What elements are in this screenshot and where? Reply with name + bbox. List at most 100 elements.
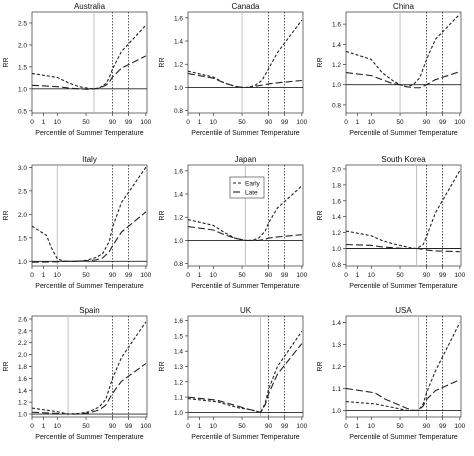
y-axis-label: RR [159,57,166,67]
y-tick-label: 0.8 [174,108,183,115]
panel-canada: Canada 0.8 1.0 1.2 1.4 1.6 0 1 10 50 90 99 100 Percen… [159,2,308,137]
panel-title: Japan [235,155,257,164]
x-tick-label: 50 [238,119,246,126]
panel-south-korea: South Korea 0.8 1.0 1.2 1.4 1.6 1.8 2.0 0 1 10 50 90… [317,155,466,290]
x-tick-label: 1 [42,119,46,126]
x-axis-label: Percentile of Summer Temperature [35,130,144,137]
series-late-line [345,379,461,411]
y-tick-label: 2.0 [18,352,27,359]
y-tick-label: 1.2 [332,364,341,371]
panel-title: UK [240,306,252,315]
x-tick-label: 99 [125,423,133,430]
panel-title: Australia [74,2,106,11]
x-tick-label: 90 [423,423,431,430]
x-tick-label: 100 [296,119,307,126]
x-tick-label: 100 [454,423,465,430]
x-tick-label: 100 [140,272,151,279]
y-tick-label: 1.5 [18,235,27,242]
x-tick-label: 10 [210,119,218,126]
panel-usa: USA 1.0 1.1 1.2 1.3 1.4 0 1 10 50 90 99 100 Percentil… [317,306,466,441]
x-tick-label: 90 [265,423,273,430]
panel-spain: Spain 1.0 1.2 1.4 1.6 1.8 2.0 2.2 2.4 2.6 0 1 10 50 90… [3,306,152,441]
panel-title: Canada [231,2,260,11]
series-early-line [187,330,303,414]
y-tick-label: 1.2 [332,230,341,237]
x-tick-label: 100 [140,119,151,126]
x-tick-label: 50 [82,423,90,430]
x-tick-label: 0 [30,119,34,126]
x-tick-label: 10 [368,272,376,279]
x-tick-label: 1 [198,423,202,430]
plot-frame [345,315,462,418]
x-tick-label: 90 [265,119,273,126]
y-tick-label: 1.4 [174,349,183,356]
series-late-line [345,71,461,89]
panel-australia: Australia 0.5 1.0 1.5 2.0 2.5 0 1 10 50 90 99 100 Per… [3,2,152,137]
x-tick-label: 1 [42,272,46,279]
y-tick-label: 1.8 [332,182,341,189]
x-tick-label: 0 [344,272,348,279]
panel-title: China [393,2,414,11]
x-tick-label: 50 [82,272,90,279]
x-tick-label: 10 [210,272,218,279]
panel-title: USA [395,306,412,315]
x-tick-label: 0 [186,423,190,430]
x-tick-label: 50 [82,119,90,126]
y-tick-label: 1.0 [174,85,183,92]
series-late-line [31,55,147,90]
x-tick-label: 90 [109,423,117,430]
panel-title: Italy [82,155,97,164]
y-tick-label: 2.4 [18,328,27,335]
plot-frame [345,11,462,114]
y-tick-label: 1.4 [332,214,341,221]
legend-box [229,176,265,199]
x-tick-label: 10 [54,423,62,430]
series-late-line [31,211,147,263]
y-tick-label: 1.6 [332,22,341,29]
y-tick-label: 2.0 [18,212,27,219]
y-tick-label: 1.4 [174,39,183,46]
y-tick-label: 1.2 [332,62,341,69]
plot-frame [187,315,304,418]
y-tick-label: 1.0 [332,82,341,89]
x-tick-label: 90 [265,272,273,279]
y-tick-label: 1.2 [174,379,183,386]
legend-early-label: Early [245,181,261,188]
y-tick-label: 1.5 [174,333,183,340]
plot-frame [31,11,148,114]
x-tick-label: 90 [423,119,431,126]
y-tick-label: 0.8 [332,102,341,109]
x-tick-label: 1 [42,423,46,430]
x-axis-label: Percentile of Summer Temperature [35,283,144,290]
x-tick-label: 1 [198,119,202,126]
x-axis-label: Percentile of Summer Temperature [191,283,300,290]
panel-italy: Italy 1.0 1.5 2.0 2.5 3.0 0 1 10 50 90 99 100 Percent… [3,155,152,290]
plot-frame [31,315,148,418]
y-tick-label: 1.6 [332,198,341,205]
x-tick-label: 0 [344,423,348,430]
x-tick-label: 90 [423,272,431,279]
x-tick-label: 100 [140,423,151,430]
y-tick-label: 1.4 [332,320,341,327]
y-tick-label: 1.6 [174,318,183,325]
y-tick-label: 1.5 [18,64,27,71]
y-tick-label: 1.4 [174,192,183,199]
x-tick-label: 10 [54,119,62,126]
x-tick-label: 10 [368,119,376,126]
x-tick-label: 10 [54,272,62,279]
y-tick-label: 1.0 [18,412,27,419]
x-tick-label: 1 [356,272,360,279]
x-tick-label: 90 [109,272,117,279]
y-tick-label: 2.0 [18,42,27,49]
y-axis-label: RR [317,361,324,371]
y-tick-label: 1.6 [174,15,183,22]
x-tick-label: 99 [281,423,289,430]
y-tick-label: 1.0 [174,410,183,417]
series-late-line [187,225,302,242]
y-tick-label: 2.2 [18,340,27,347]
x-tick-label: 10 [210,423,218,430]
x-tick-label: 99 [439,272,447,279]
y-tick-label: 1.3 [332,342,341,349]
x-tick-label: 100 [454,272,465,279]
